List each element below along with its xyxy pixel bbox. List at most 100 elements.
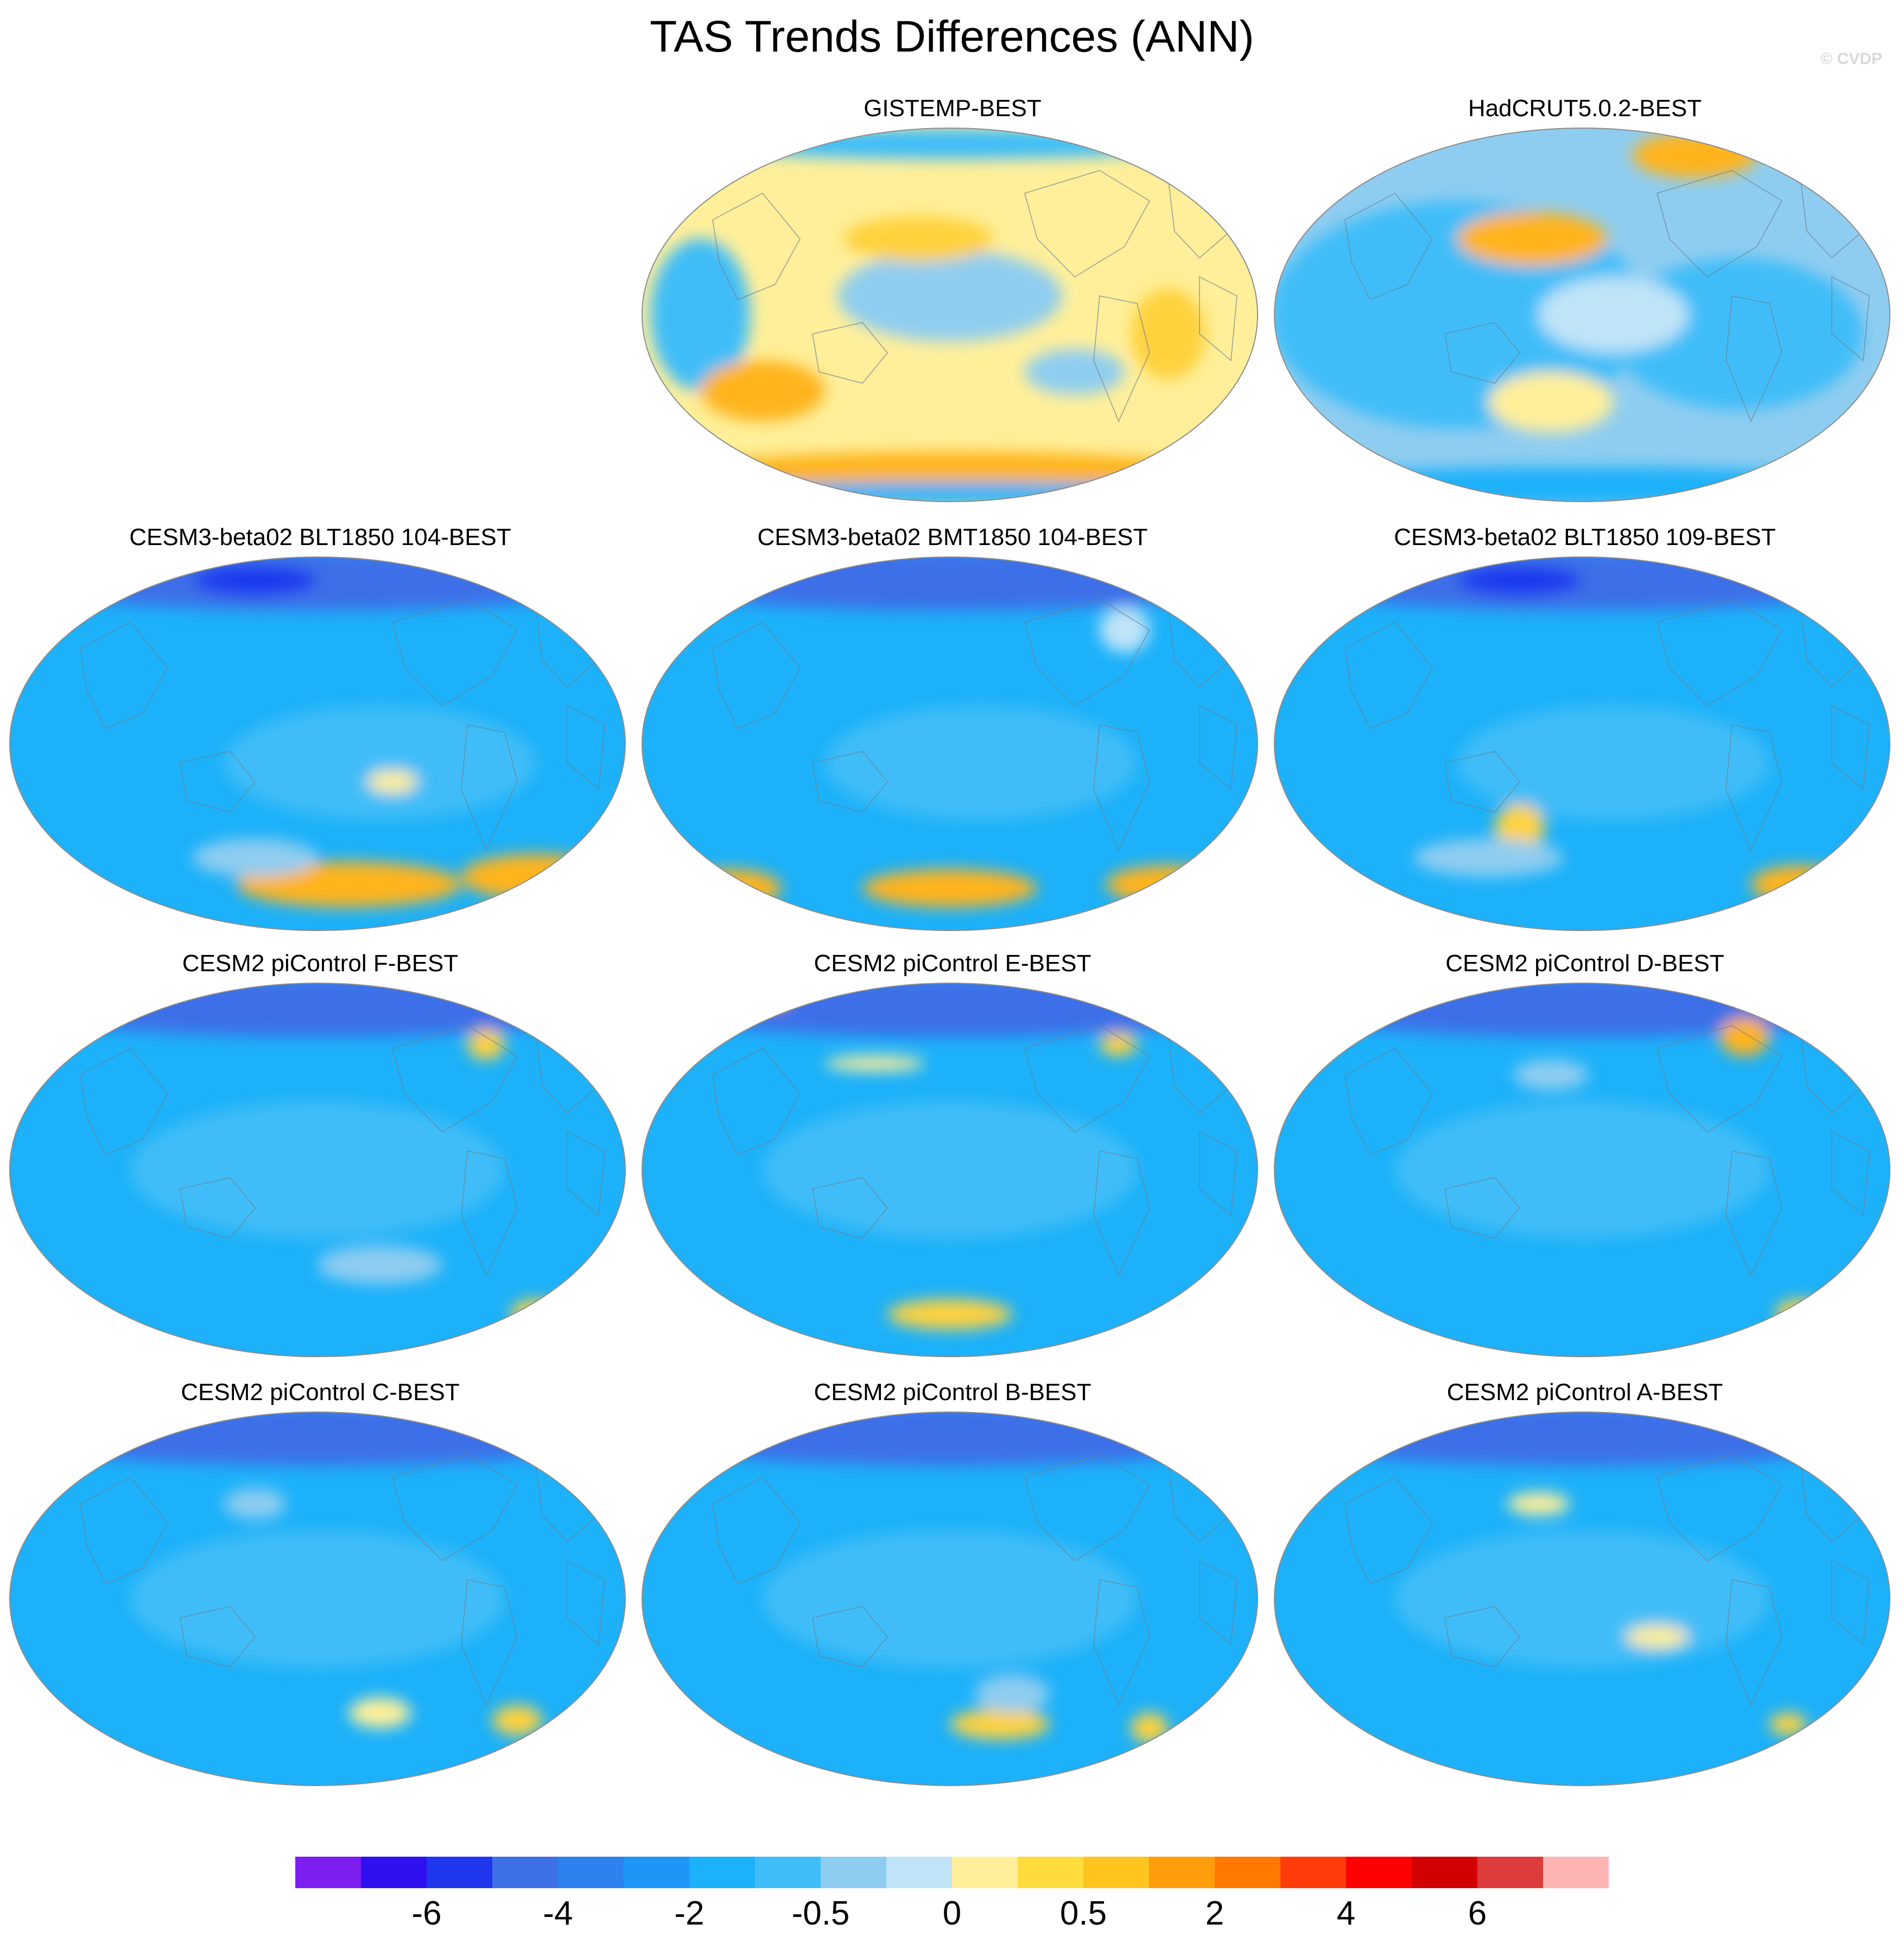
anomaly-patch: [1457, 565, 1582, 596]
continent-outline: [712, 622, 801, 729]
map-panel: CESM2 piControl F-BEST: [5, 947, 635, 1371]
continent-outline: [1093, 1150, 1150, 1277]
continent-outline: [1444, 1177, 1520, 1239]
continent-outline: [1024, 1454, 1151, 1561]
colorbar-tick-label: -6: [411, 1895, 442, 1932]
map-panel: HadCRUT5.0.2-BEST: [1270, 92, 1900, 516]
anomaly-patch: [1274, 983, 1890, 1037]
colorbar-box: [492, 1857, 558, 1888]
colorbar-tick-label: 0.5: [1059, 1895, 1107, 1932]
colorbar-tick-label: -2: [674, 1895, 705, 1932]
anomaly-patch: [224, 1489, 287, 1519]
continent-outline: [1725, 1579, 1782, 1706]
map-border: [1274, 1412, 1890, 1786]
panel-title: CESM3-beta02 BLT1850 104-BEST: [129, 524, 511, 550]
colorbar-box: [1149, 1857, 1215, 1888]
continent-outline: [1444, 1606, 1520, 1668]
anomaly-patch: [975, 1675, 1050, 1713]
anomaly-patch: [1131, 288, 1206, 379]
continent-outline: [712, 1477, 801, 1584]
world-map: [642, 128, 1258, 502]
anomaly-patch: [825, 706, 1137, 820]
anomaly-patch: [10, 557, 625, 611]
panel-title: CESM2 piControl C-BEST: [181, 1379, 460, 1406]
continent-outline: [180, 751, 256, 813]
map-border: [1274, 128, 1890, 502]
panel-title: HadCRUT5.0.2-BEST: [1468, 95, 1702, 122]
world-map: [1274, 128, 1890, 502]
continent-outline: [1831, 705, 1870, 790]
map-panel: CESM2 piControl A-BEST: [1270, 1376, 1900, 1800]
map-panel: CESM2 piControl C-BEST: [5, 1376, 635, 1800]
anomaly-patch: [1100, 607, 1150, 653]
continent-outline: [1444, 751, 1520, 813]
panel-title: CESM2 piControl E-BEST: [814, 950, 1091, 977]
figure-title: TAS Trends Differences (ANN): [650, 12, 1254, 61]
colorbar-tick-label: -4: [543, 1895, 573, 1932]
continent-outline: [392, 1454, 518, 1561]
panel-title: CESM2 piControl D-BEST: [1445, 950, 1724, 977]
anomaly-patch: [511, 1299, 561, 1330]
continent-outline: [1344, 1477, 1433, 1584]
world-map: [9, 556, 626, 931]
continent-outline: [1093, 724, 1150, 851]
world-map: [1274, 556, 1890, 931]
continent-outline: [461, 724, 518, 851]
colorbar-tick-label: 0: [942, 1895, 962, 1932]
colorbar-box: [1018, 1857, 1083, 1888]
anomaly-patch: [1457, 212, 1607, 265]
anomaly-patch: [1274, 557, 1890, 611]
continent-outline: [1199, 1560, 1237, 1645]
continent-outline: [392, 599, 518, 706]
colorbar-box: [689, 1857, 755, 1888]
anomaly-patch: [862, 869, 1037, 907]
continent-outline: [1344, 193, 1433, 300]
anomaly-patch: [1457, 706, 1769, 820]
anomaly-patch: [1538, 277, 1689, 353]
continent-outline: [1657, 170, 1783, 277]
continent-outline: [1199, 705, 1237, 790]
panel-title: CESM3-beta02 BMT1850 104-BEST: [757, 524, 1148, 550]
anomaly-patch: [1413, 839, 1564, 877]
anomaly-patch: [887, 1299, 1012, 1330]
anomaly-patch: [642, 983, 1258, 1037]
anomaly-patch: [10, 983, 625, 1037]
continent-outline: [1831, 276, 1870, 362]
colorbar-box: [886, 1857, 952, 1888]
map-border: [9, 556, 626, 931]
continent-outline: [461, 1150, 518, 1277]
colorbar-box: [1477, 1857, 1543, 1888]
colorbar-box: [1215, 1857, 1280, 1888]
continent-outline: [1344, 622, 1433, 729]
world-map: [1274, 983, 1890, 1357]
anomaly-patch: [700, 360, 825, 421]
continent-outline: [1444, 322, 1520, 384]
continent-outline: [812, 751, 888, 813]
map-panel: GISTEMP-BEST: [638, 92, 1267, 516]
map-panel: CESM2 piControl D-BEST: [1270, 947, 1900, 1371]
anomaly-patch: [1025, 349, 1125, 395]
continent-outline: [712, 193, 801, 300]
continent-outline: [1093, 295, 1150, 422]
continent-outline: [1024, 1025, 1151, 1132]
anomaly-patch: [1131, 1713, 1169, 1743]
anomaly-patch: [763, 1530, 1137, 1667]
panel-title: CESM3-beta02 BLT1850 109-BEST: [1394, 524, 1776, 550]
anomaly-patch: [318, 1246, 442, 1284]
anomaly-patch: [224, 706, 536, 820]
anomaly-patch: [367, 770, 417, 793]
continent-outline: [1725, 295, 1782, 422]
anomaly-patch: [130, 1102, 505, 1238]
anomaly-patch: [130, 1530, 505, 1667]
map-panel: CESM2 piControl B-BEST: [638, 1376, 1267, 1800]
colorbar-tick-label: 6: [1468, 1895, 1487, 1932]
map-border: [9, 1412, 626, 1786]
anomaly-patch: [1626, 1625, 1689, 1648]
colorbar-box: [1543, 1857, 1609, 1888]
continent-outline: [1024, 170, 1151, 277]
anomaly-patch: [700, 129, 1199, 159]
world-map: [9, 1412, 626, 1786]
continent-outline: [1657, 1025, 1783, 1132]
continent-outline: [567, 705, 605, 790]
colorbar-box: [952, 1857, 1018, 1888]
